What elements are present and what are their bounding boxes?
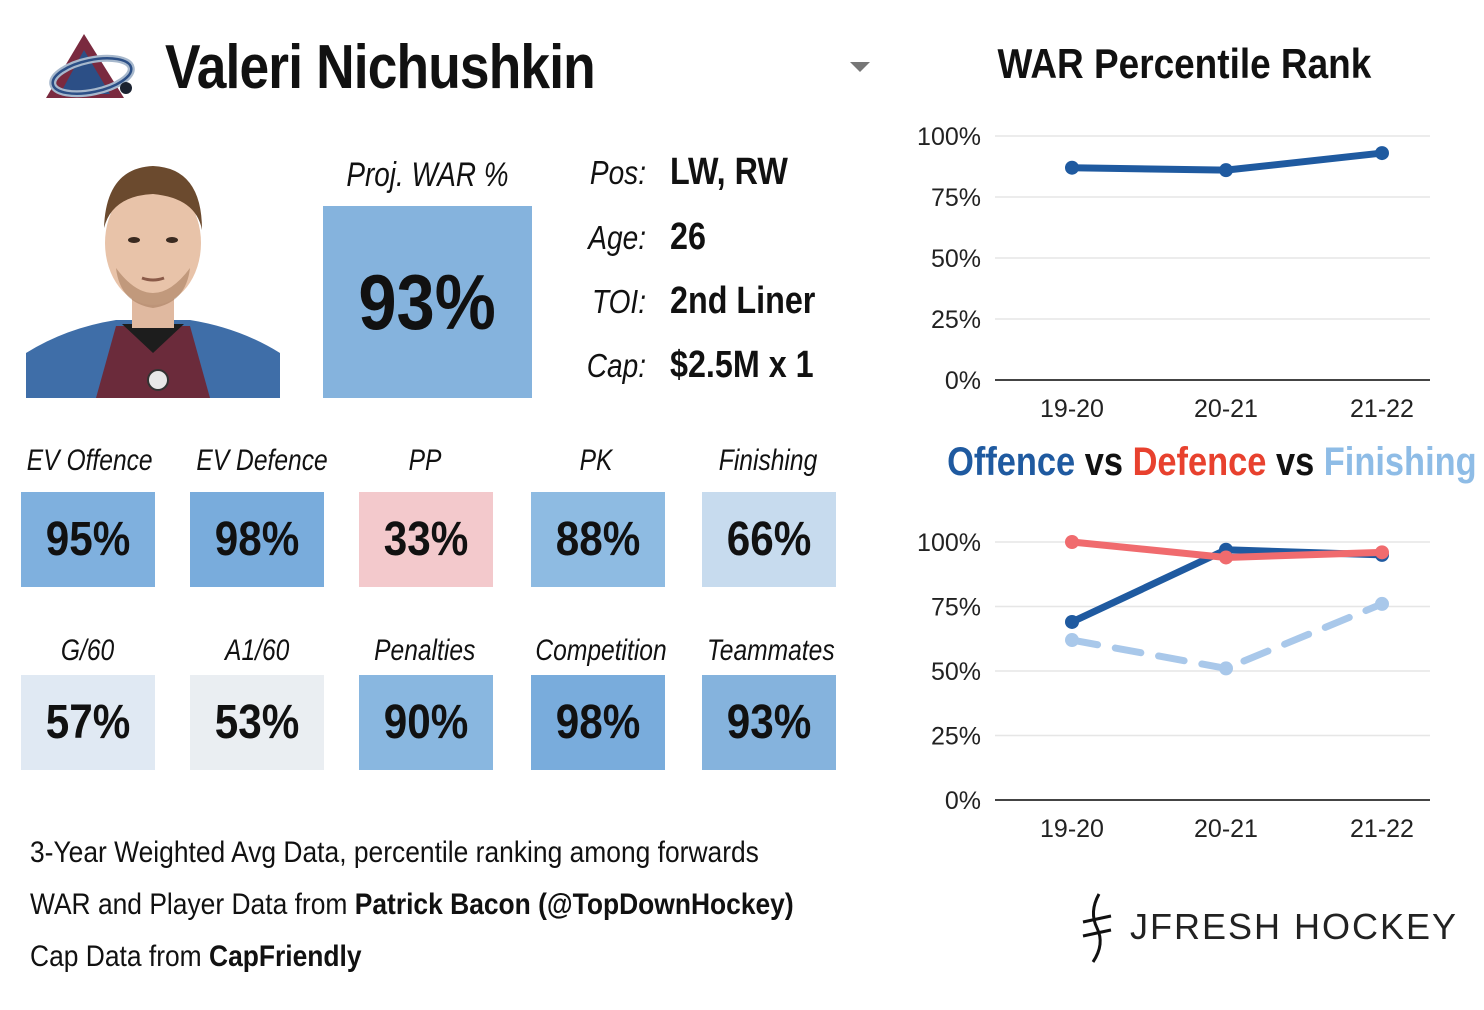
player-headshot xyxy=(26,148,280,398)
x-tick-label: 20-21 xyxy=(1194,815,1258,843)
brand-logo-icon xyxy=(1082,893,1112,963)
chart2-title-vs2: vs xyxy=(1266,440,1324,484)
proj-war-value: 93% xyxy=(358,257,497,346)
y-tick-label: 50% xyxy=(931,245,981,273)
chart2-title-defence: Defence xyxy=(1132,440,1267,484)
info-age-key: Age: xyxy=(588,219,646,256)
info-age-value: 26 xyxy=(670,216,706,258)
data-point xyxy=(1065,160,1079,175)
y-tick-label: 75% xyxy=(931,184,981,212)
stat-label-ev-offence: EV Offence xyxy=(26,444,153,477)
data-point xyxy=(1375,146,1389,161)
stat-label-competition: Competition xyxy=(535,634,667,667)
stat-box-teammates: 93% xyxy=(702,675,836,770)
info-pos-key: Pos: xyxy=(589,154,646,191)
stat-box-pk: 88% xyxy=(531,492,665,587)
stat-label-finishing: Finishing xyxy=(718,444,818,477)
stat-box-competition: 98% xyxy=(531,675,665,770)
chart2-title-finishing: Finishing xyxy=(1323,440,1477,484)
stat-box-finishing: 66% xyxy=(702,492,836,587)
x-tick-label: 21-22 xyxy=(1350,815,1414,843)
chart2-title: Offence vs Defence vs Finishing xyxy=(947,440,1477,485)
footer-methodology: 3-Year Weighted Avg Data, percentile ran… xyxy=(30,836,759,869)
stat-label-teammates: Teammates xyxy=(707,634,835,667)
chart2-title-offence: Offence xyxy=(947,440,1076,484)
y-tick-label: 75% xyxy=(931,594,981,622)
x-tick-label: 19-20 xyxy=(1040,395,1104,423)
proj-war-label: Proj. WAR % xyxy=(346,156,509,194)
stat-box-ev-offence: 95% xyxy=(21,492,155,587)
x-tick-label: 20-21 xyxy=(1194,395,1258,423)
data-point-defence xyxy=(1375,545,1389,560)
y-tick-label: 25% xyxy=(931,723,981,751)
data-point-finishing xyxy=(1065,633,1079,648)
info-toi-value: 2nd Liner xyxy=(670,280,816,322)
y-tick-label: 100% xyxy=(917,123,981,151)
data-point-finishing xyxy=(1219,661,1233,676)
war-percentile-chart: 0% 25% 50% 75% 100% 19-20 20-21 21-22 xyxy=(917,123,1430,423)
offence-defence-finishing-chart: 0% 25% 50% 75% 100% 19-20 20-21 21-22 xyxy=(917,529,1430,843)
dropdown-caret-icon[interactable] xyxy=(850,62,870,72)
data-point-finishing xyxy=(1375,596,1389,611)
player-name: Valeri Nichushkin xyxy=(165,33,596,102)
footer-cap-source: Cap Data from CapFriendly xyxy=(30,940,362,973)
y-tick-label: 0% xyxy=(945,787,981,815)
stat-box-pp: 33% xyxy=(359,492,493,587)
stat-label-ev-defence: EV Defence xyxy=(196,444,328,477)
series-line-finishing xyxy=(1068,600,1386,672)
chart2-title-vs1: vs xyxy=(1075,440,1133,484)
team-logo xyxy=(46,34,135,98)
stat-label-pp: PP xyxy=(408,444,442,477)
y-tick-label: 25% xyxy=(931,306,981,334)
y-tick-label: 0% xyxy=(945,367,981,395)
x-tick-label: 19-20 xyxy=(1040,815,1104,843)
stat-box-g60: 57% xyxy=(21,675,155,770)
data-point-defence xyxy=(1219,550,1233,565)
data-point-offence xyxy=(1065,614,1079,629)
proj-war-box: 93% xyxy=(323,206,532,398)
info-toi-key: TOI: xyxy=(591,283,646,320)
brand-name: JFRESH HOCKEY xyxy=(1130,906,1459,947)
stat-label-penalties: Penalties xyxy=(374,634,476,667)
footer-war-source: WAR and Player Data from Patrick Bacon (… xyxy=(30,888,794,921)
x-tick-label: 21-22 xyxy=(1350,395,1414,423)
y-tick-label: 100% xyxy=(917,529,981,557)
y-tick-label: 50% xyxy=(931,658,981,686)
stat-box-a160: 53% xyxy=(190,675,324,770)
data-point-defence xyxy=(1065,535,1079,549)
stat-label-a160: A1/60 xyxy=(224,634,290,667)
info-cap-key: Cap: xyxy=(586,347,646,384)
stat-label-g60: G/60 xyxy=(61,634,115,667)
chart1-title: WAR Percentile Rank xyxy=(997,40,1371,87)
stat-box-penalties: 90% xyxy=(359,675,493,770)
stat-box-ev-defence: 98% xyxy=(190,492,324,587)
info-cap-value: $2.5M x 1 xyxy=(670,344,814,386)
info-pos-value: LW, RW xyxy=(670,151,788,193)
stat-label-pk: PK xyxy=(579,444,613,477)
data-point xyxy=(1219,163,1233,178)
